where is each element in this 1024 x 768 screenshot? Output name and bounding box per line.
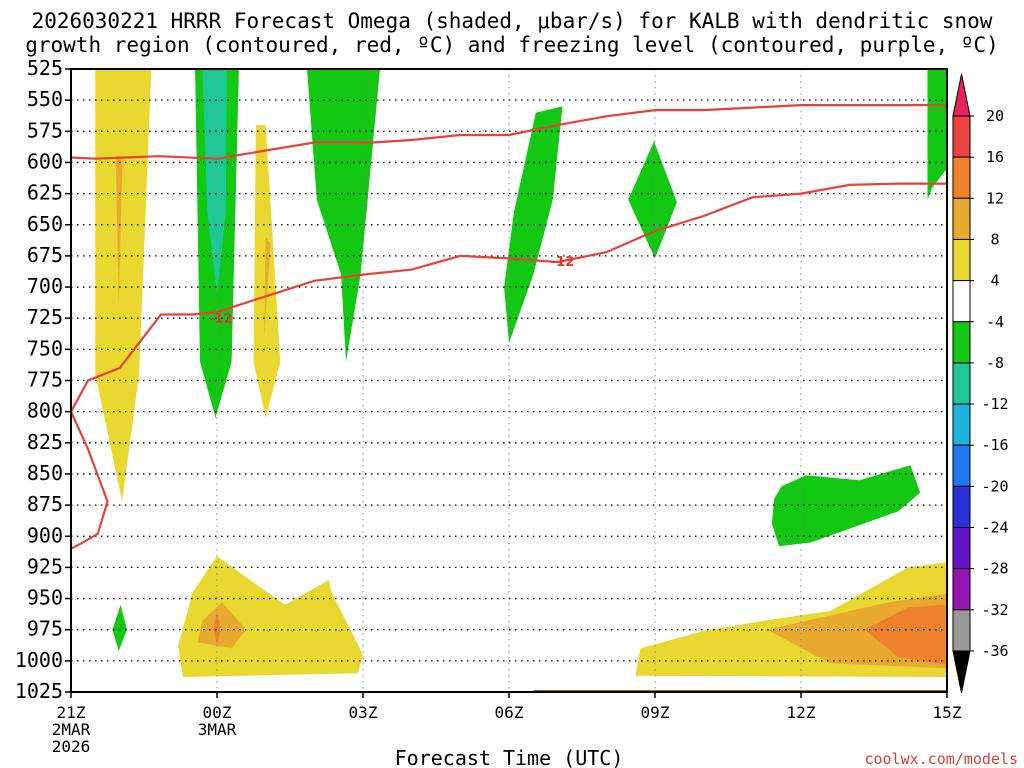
y-tick-label: 850 — [27, 461, 63, 485]
x-tick-label: 12Z — [787, 703, 816, 722]
colorbar-label: 8 — [990, 230, 999, 248]
y-tick-label: 625 — [27, 181, 63, 205]
x-tick-sublabel: 2026 — [52, 737, 91, 756]
colorbar-label: 16 — [986, 148, 1004, 166]
colorbar-top-arrow — [952, 73, 971, 117]
colorbar-label: -24 — [981, 519, 1008, 537]
colorbar-segment — [952, 238, 971, 282]
x-tick-sublabel: 2MAR — [52, 720, 91, 739]
colorbar-segment — [952, 527, 971, 570]
omega-neg-12-col1 — [202, 69, 227, 294]
colorbar-label: -8 — [986, 354, 1004, 372]
y-tick-label: 550 — [27, 87, 63, 111]
x-tick-label: 15Z — [933, 703, 962, 722]
y-tick-label: 750 — [27, 336, 63, 360]
colorbar-label: 20 — [986, 107, 1004, 125]
y-tick-label: 600 — [27, 149, 63, 173]
omega-neg-8-diamond — [628, 141, 677, 259]
omega-pos-4-w1 — [95, 69, 152, 502]
y-tick-label: 900 — [27, 523, 63, 547]
y-tick-label: 575 — [27, 118, 63, 142]
omega-neg-8-topright — [927, 69, 947, 200]
y-tick-label: 775 — [27, 368, 63, 392]
colorbar-segment — [952, 444, 971, 487]
colorbar-segment — [952, 156, 971, 199]
omega-pos-8-w1 — [115, 156, 123, 306]
colorbar-segment — [952, 115, 971, 158]
y-tick-label: 1000 — [15, 648, 63, 672]
colorbar-segment — [952, 362, 971, 405]
y-tick-label: 525 — [27, 56, 63, 80]
colorbar-segment — [952, 609, 971, 652]
y-tick-label: 925 — [27, 554, 63, 578]
colorbar-segment — [952, 197, 971, 240]
colorbar-segment — [952, 321, 971, 364]
colorbar-bottom-arrow — [952, 650, 971, 694]
y-tick-label: 950 — [27, 586, 63, 610]
y-tick-label: 975 — [27, 617, 63, 641]
colorbar-label: -36 — [981, 642, 1008, 660]
omega-pos-8-low1 — [197, 602, 247, 649]
chart-title-line2: growth region (contoured, red, ºC) and f… — [25, 33, 999, 57]
colorbar-segment — [952, 403, 971, 446]
y-tick-label: 700 — [27, 274, 63, 298]
x-tick-sublabel: 3MAR — [198, 720, 237, 739]
x-tick-label: 00Z — [203, 703, 232, 722]
omega-pos-8-w2 — [264, 237, 271, 337]
colorbar-label: -12 — [981, 395, 1008, 413]
y-tick-label: 825 — [27, 430, 63, 454]
colorbar-label: -28 — [981, 560, 1008, 578]
omega-pos-12-low2 — [864, 604, 947, 665]
x-tick-label: 21Z — [57, 703, 86, 722]
colorbar-label: -32 — [981, 601, 1008, 619]
dgz-12-contour — [70, 182, 947, 413]
y-tick-label: 650 — [27, 212, 63, 236]
omega-neg-8-small — [112, 604, 127, 651]
y-tick-label: 800 — [27, 399, 63, 423]
contour-label: -12 — [551, 255, 575, 270]
colorbar-segment — [952, 280, 971, 323]
colorbar-segment — [952, 568, 971, 611]
colorbar-label: 4 — [990, 272, 999, 290]
contour-label: -12 — [209, 312, 233, 327]
colorbar-segment — [952, 485, 971, 529]
omega-pos-4-low1 — [178, 556, 363, 677]
colorbar-label: 12 — [986, 189, 1004, 207]
chart-title-line1: 2026030221 HRRR Forecast Omega (shaded, … — [31, 9, 993, 33]
watermark[interactable]: coolwx.com/models — [864, 750, 1018, 768]
dgz-upper-contour — [70, 103, 947, 160]
colorbar-label: -20 — [981, 477, 1008, 495]
x-tick-label: 06Z — [495, 703, 524, 722]
colorbar-label: -4 — [986, 313, 1004, 331]
colorbar-label: -16 — [981, 436, 1008, 454]
y-tick-label: 1025 — [15, 679, 63, 703]
x-axis-title: Forecast Time (UTC) — [395, 746, 624, 768]
y-tick-label: 725 — [27, 305, 63, 329]
dgz-12-contour-lower — [69, 411, 109, 550]
y-tick-label: 875 — [27, 492, 63, 516]
x-tick-label: 09Z — [641, 703, 670, 722]
y-tick-label: 675 — [27, 243, 63, 267]
x-tick-label: 03Z — [349, 703, 378, 722]
